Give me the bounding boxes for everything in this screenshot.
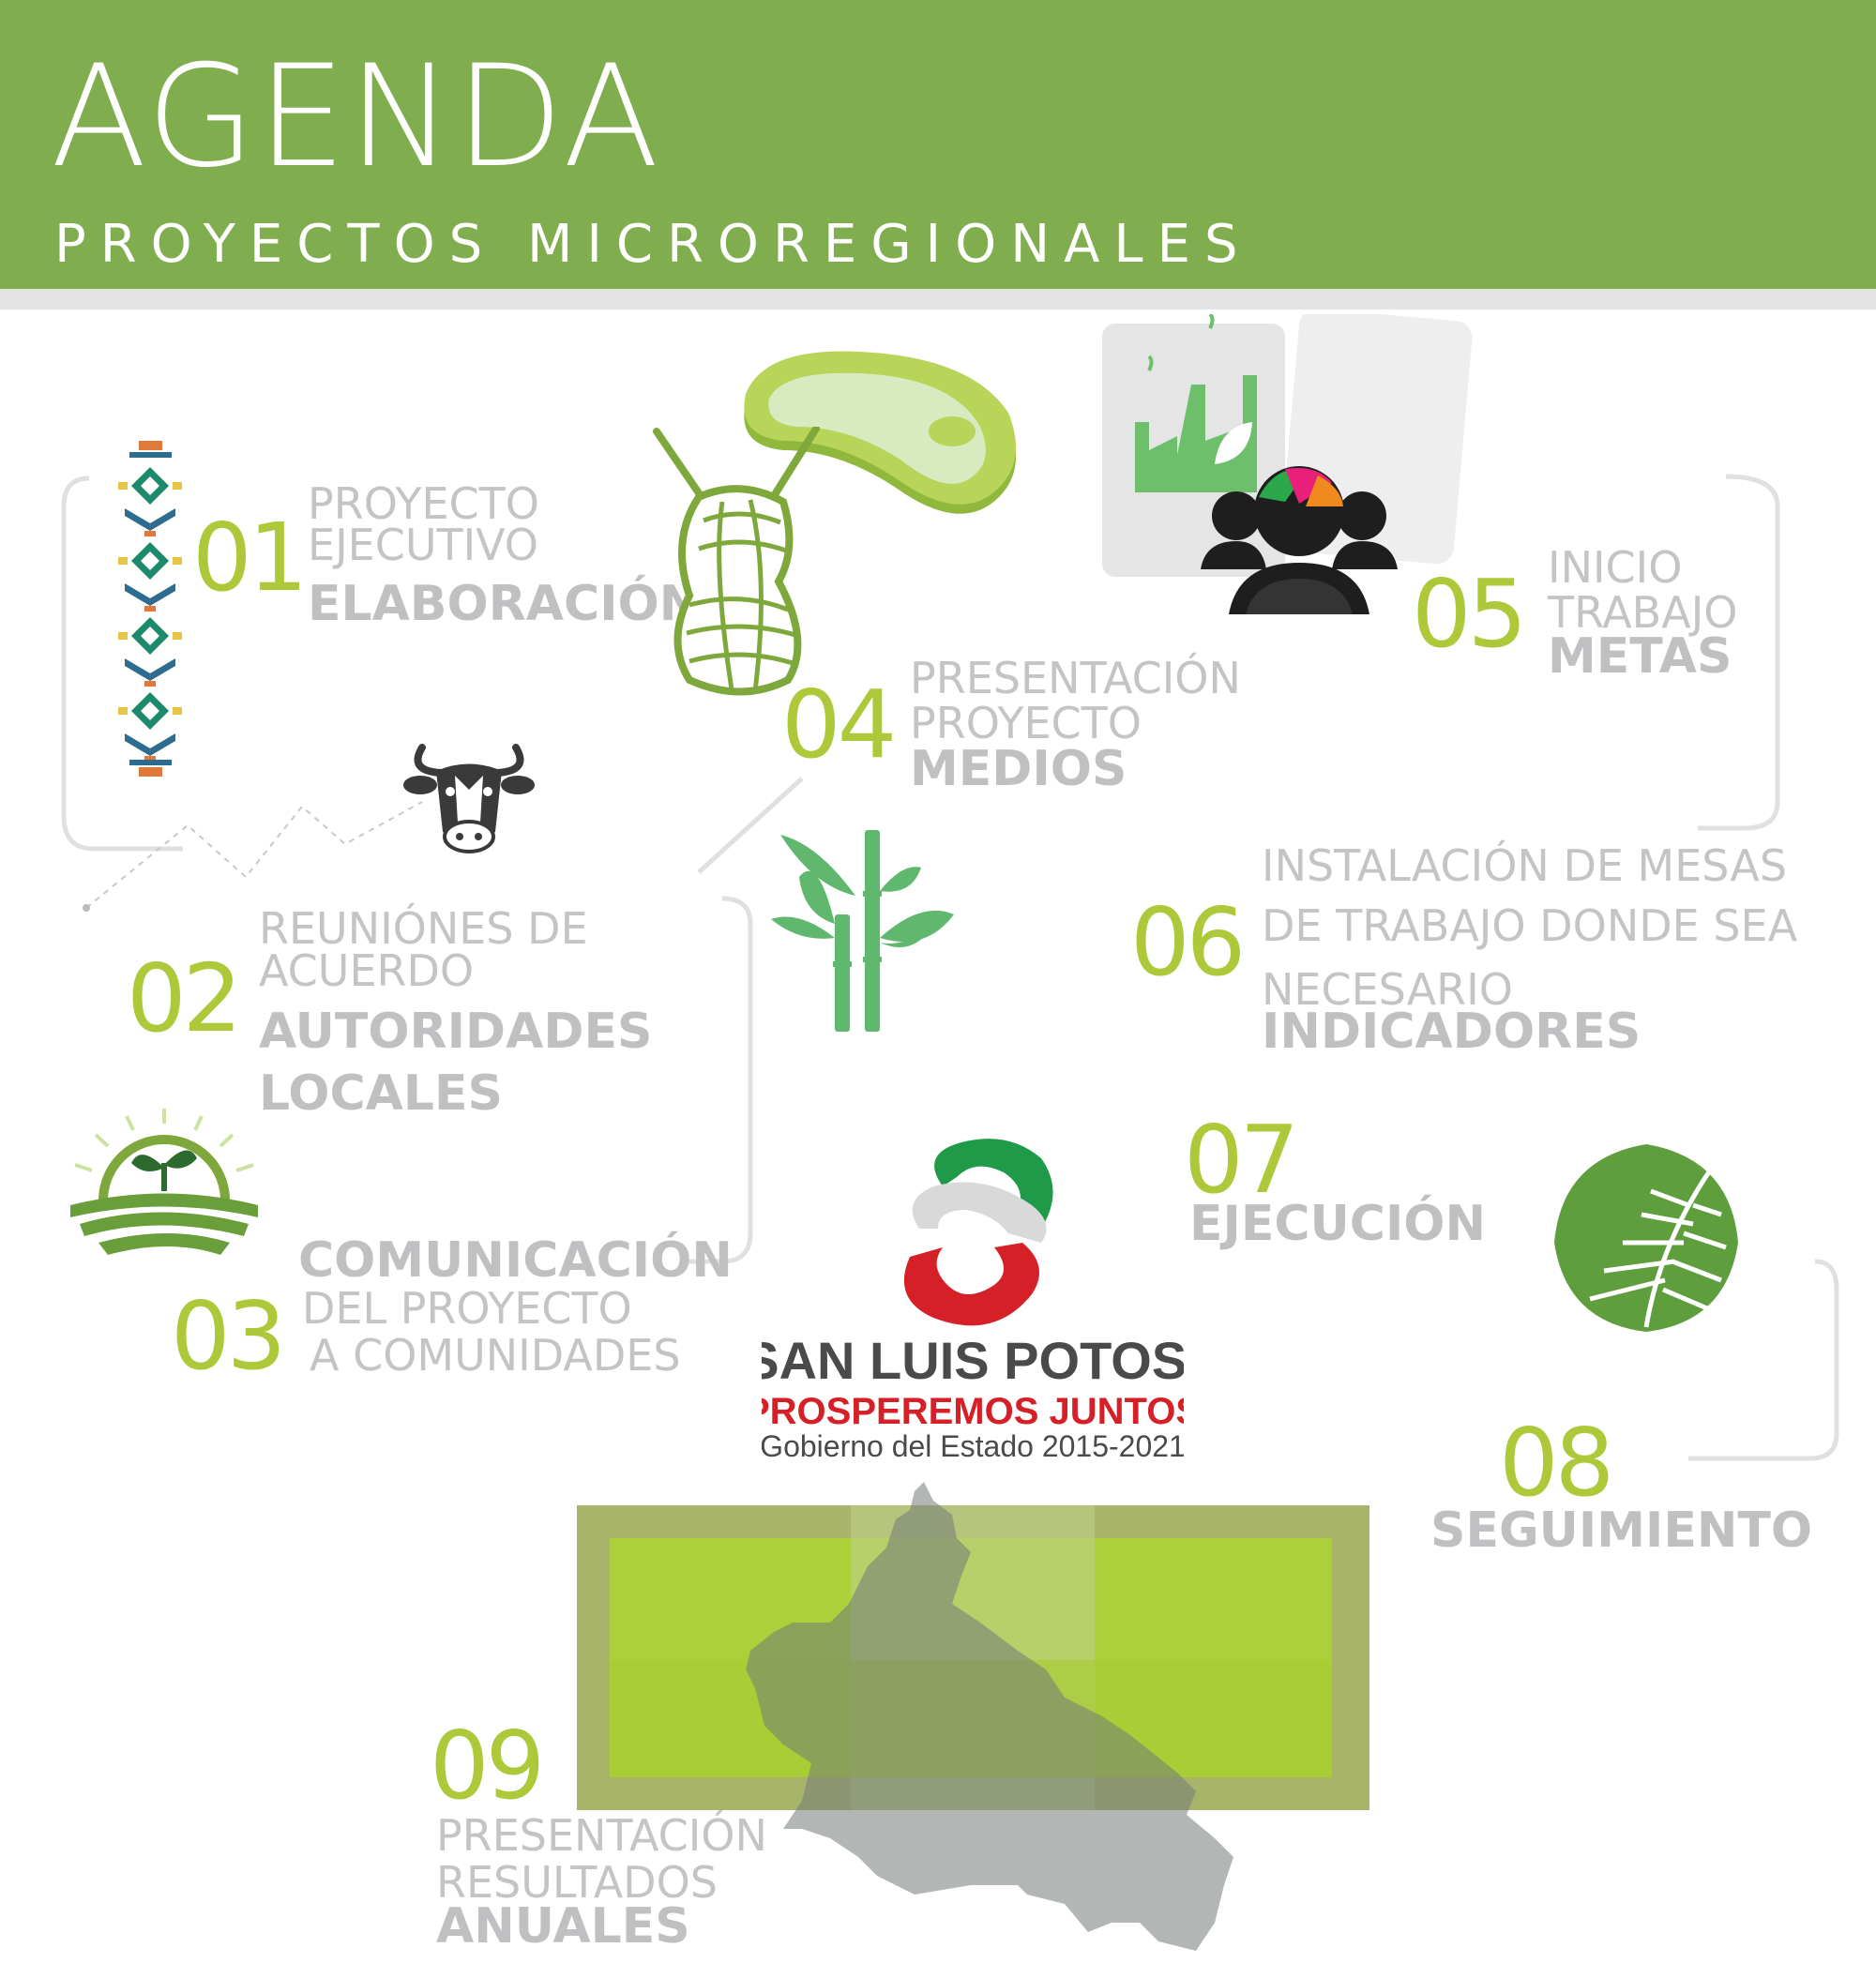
- step-number-05: 05: [1412, 559, 1527, 669]
- step-03-line-1: DEL PROYECTO: [302, 1283, 632, 1334]
- step-06-bold: INDICADORES: [1262, 1004, 1642, 1060]
- palm-leaf-icon: [1554, 1144, 1738, 1332]
- step-number-03: 03: [171, 1281, 286, 1391]
- logo-name: SAN LUIS POTOSÍ: [762, 1331, 1184, 1390]
- step-06-line-3: NECESARIO: [1262, 964, 1513, 1015]
- step-number-04: 04: [781, 670, 897, 779]
- header-banner: [0, 0, 1876, 289]
- header-divider: [0, 289, 1876, 310]
- step-number-09: 09: [430, 1711, 545, 1820]
- step-number-02: 02: [127, 944, 242, 1053]
- textile-pattern-icon: [118, 441, 182, 777]
- logo-mark-icon: [903, 1139, 1053, 1326]
- step-01-line-2: EJECUTIVO: [308, 520, 539, 570]
- yarn-ball-icon: [653, 427, 820, 696]
- sprout-field-icon: [70, 1109, 258, 1255]
- logo-government: Gobierno del Estado 2015-2021: [762, 1429, 1184, 1461]
- step-number-08: 08: [1499, 1408, 1614, 1518]
- bamboo-icon: [771, 830, 954, 1032]
- step-03-bold: COMUNICACIÓN: [298, 1232, 733, 1289]
- step-03-line-2: A COMUNIDADES: [310, 1330, 681, 1381]
- meat-steak-icon: [744, 351, 1016, 514]
- step-08-bold: SEGUIMIENTO: [1430, 1502, 1813, 1559]
- page-title: AGENDA: [51, 36, 661, 199]
- step-05-bold: METAS: [1548, 628, 1732, 685]
- step-number-01: 01: [192, 503, 308, 612]
- state-map-icon: [577, 1482, 1369, 1951]
- step-number-07: 07: [1184, 1105, 1299, 1215]
- step-01-line-1: PROYECTO: [308, 478, 539, 529]
- step-02-bold-2: LOCALES: [259, 1065, 503, 1122]
- step-07-bold: EJECUCIÓN: [1189, 1196, 1487, 1252]
- step-06-line-2: DE TRABAJO DONDE SEA: [1262, 900, 1798, 951]
- page-subtitle: PROYECTOS MICROREGIONALES: [54, 214, 1252, 275]
- step-01-bold: ELABORACIÓN: [308, 576, 701, 632]
- community-people-icon: [1201, 466, 1398, 614]
- step-09-bold: ANUALES: [436, 1898, 690, 1955]
- step-06-line-1: INSTALACIÓN DE MESAS: [1262, 840, 1788, 891]
- step-05-line-1: INICIO: [1548, 542, 1683, 593]
- step-05-line-2: TRABAJO: [1548, 587, 1738, 638]
- logo-slogan: PROSPEREMOS JUNTOS: [762, 1391, 1184, 1432]
- step-04-line-1: PRESENTACIÓN: [910, 653, 1241, 703]
- cow-head-icon: [403, 744, 535, 853]
- step-09-line-2: RESULTADOS: [436, 1857, 719, 1908]
- step-02-line-2: ACUERDO: [259, 945, 475, 996]
- step-04-bold: MEDIOS: [910, 741, 1127, 797]
- step-04-line-2: PROYECTO: [910, 698, 1142, 748]
- step-02-line-1: REUNIÓNES DE: [259, 903, 588, 954]
- step-02-bold-1: AUTORIDADES: [259, 1004, 653, 1060]
- step-number-06: 06: [1130, 887, 1246, 997]
- logo-text-block: SAN LUIS POTOSÍ PROSPEREMOS JUNTOS Gobie…: [762, 1331, 1184, 1461]
- step-09-line-1: PRESENTACIÓN: [436, 1810, 767, 1861]
